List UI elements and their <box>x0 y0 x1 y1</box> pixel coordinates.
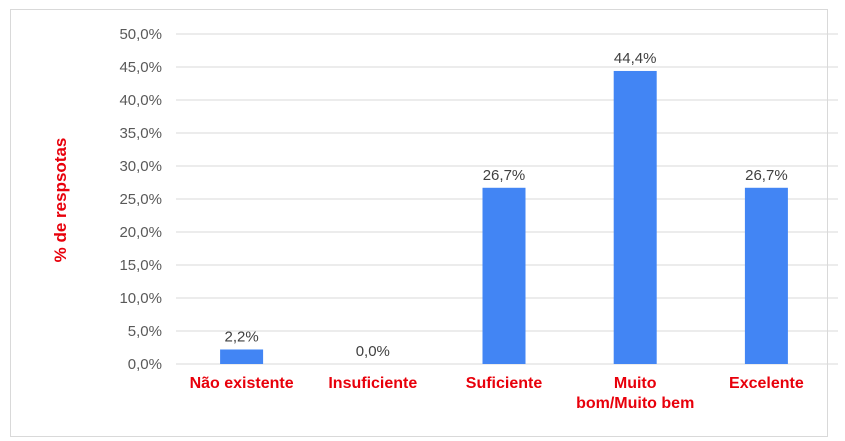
data-label: 2,2% <box>224 328 258 345</box>
category-label: Não existente <box>190 375 294 392</box>
y-tick-label: 40,0% <box>119 92 162 109</box>
gridlines <box>176 33 838 365</box>
y-tick-label: 45,0% <box>119 59 162 76</box>
category-label: bom/Muito bem <box>576 395 694 412</box>
data-label: 44,4% <box>614 50 657 67</box>
y-axis-ticks: 0,0% 5,0% 10,0% 15,0% 20,0% 25,0% 30,0% 35,0% 40… <box>119 26 162 373</box>
category-label: Suficiente <box>466 375 543 392</box>
y-tick-label: 35,0% <box>119 125 162 142</box>
data-label: 26,7% <box>483 167 526 184</box>
category-label: Muito <box>614 375 657 392</box>
bar <box>482 187 526 364</box>
y-tick-label: 30,0% <box>119 158 162 175</box>
bars <box>220 70 788 365</box>
bar <box>613 70 657 365</box>
data-labels: 2,2% 0,0% 26,7% 44,4% 26,7% <box>224 50 787 360</box>
y-tick-label: 10,0% <box>119 290 162 307</box>
category-label: Insuficiente <box>328 375 417 392</box>
y-tick-label: 0,0% <box>128 356 162 373</box>
y-tick-label: 15,0% <box>119 257 162 274</box>
data-label: 0,0% <box>356 343 390 360</box>
y-tick-label: 25,0% <box>119 191 162 208</box>
x-axis-categories: Não existente Insuficiente Suficiente Muito… <box>190 375 804 412</box>
category-label: Excelente <box>729 375 804 392</box>
y-tick-label: 50,0% <box>119 26 162 43</box>
chart-frame <box>10 9 828 437</box>
bar <box>744 187 788 364</box>
bar <box>220 349 264 364</box>
y-axis-label: % de respsotas <box>51 138 70 263</box>
y-tick-label: 5,0% <box>128 323 162 340</box>
y-tick-label: 20,0% <box>119 224 162 241</box>
data-label: 26,7% <box>745 167 788 184</box>
